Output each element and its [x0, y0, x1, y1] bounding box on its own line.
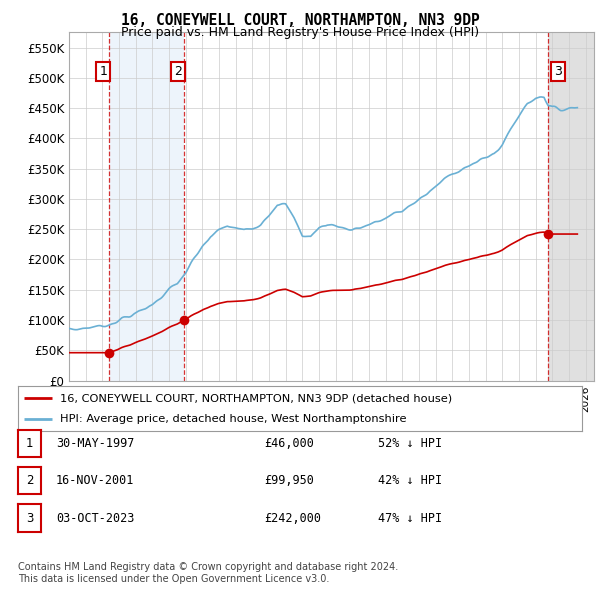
Text: 1: 1 [100, 65, 107, 78]
Text: 52% ↓ HPI: 52% ↓ HPI [378, 437, 442, 450]
Text: 2: 2 [174, 65, 182, 78]
Text: HPI: Average price, detached house, West Northamptonshire: HPI: Average price, detached house, West… [60, 414, 407, 424]
Text: Contains HM Land Registry data © Crown copyright and database right 2024.
This d: Contains HM Land Registry data © Crown c… [18, 562, 398, 584]
Text: £46,000: £46,000 [264, 437, 314, 450]
Text: Price paid vs. HM Land Registry's House Price Index (HPI): Price paid vs. HM Land Registry's House … [121, 26, 479, 39]
Text: 2: 2 [26, 474, 33, 487]
Text: 3: 3 [26, 512, 33, 525]
Text: 16, CONEYWELL COURT, NORTHAMPTON, NN3 9DP (detached house): 16, CONEYWELL COURT, NORTHAMPTON, NN3 9D… [60, 394, 452, 404]
Text: 16-NOV-2001: 16-NOV-2001 [56, 474, 134, 487]
Text: 16, CONEYWELL COURT, NORTHAMPTON, NN3 9DP: 16, CONEYWELL COURT, NORTHAMPTON, NN3 9D… [121, 13, 479, 28]
Text: 3: 3 [554, 65, 562, 78]
Text: £99,950: £99,950 [264, 474, 314, 487]
Text: 03-OCT-2023: 03-OCT-2023 [56, 512, 134, 525]
Text: 42% ↓ HPI: 42% ↓ HPI [378, 474, 442, 487]
Text: £242,000: £242,000 [264, 512, 321, 525]
Bar [548, 32, 594, 381]
Text: 1: 1 [26, 437, 33, 450]
Text: 47% ↓ HPI: 47% ↓ HPI [378, 512, 442, 525]
Bar [109, 32, 184, 381]
Text: 30-MAY-1997: 30-MAY-1997 [56, 437, 134, 450]
